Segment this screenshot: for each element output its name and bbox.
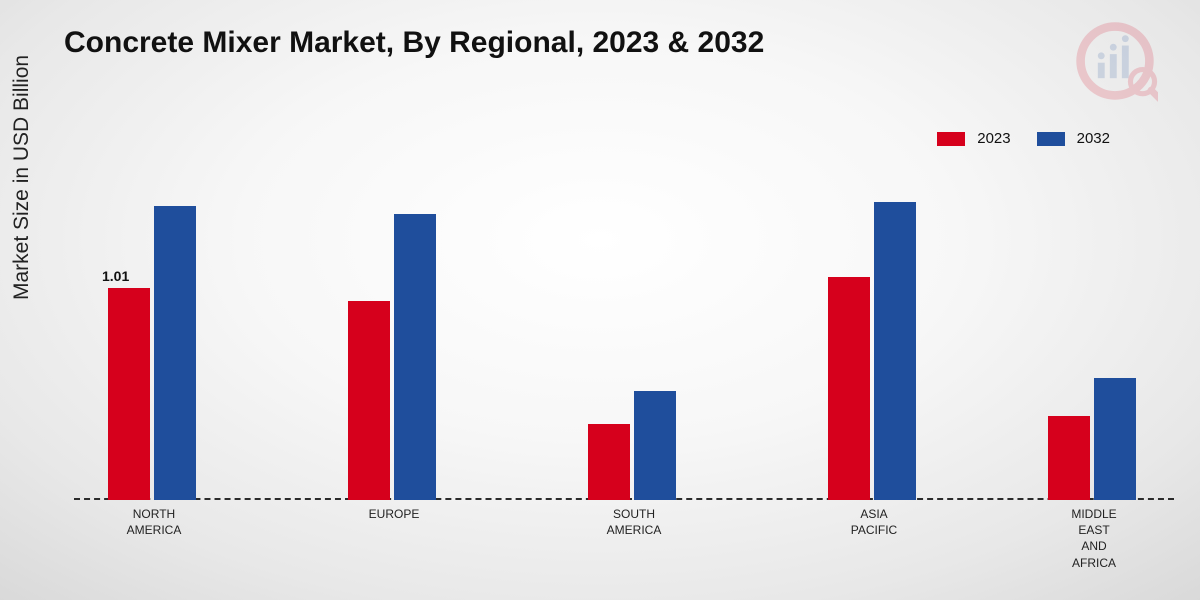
bar-2023 (348, 301, 390, 501)
x-axis-category-label: MIDDLE EAST AND AFRICA (1014, 506, 1174, 571)
bar-2032 (154, 206, 196, 500)
x-axis-category-label: EUROPE (314, 506, 474, 522)
x-axis-category-label: NORTH AMERICA (74, 506, 234, 538)
x-axis-category-label: SOUTH AMERICA (554, 506, 714, 538)
x-axis-category-label: ASIA PACIFIC (794, 506, 954, 538)
y-axis-label: Market Size in USD Billion (10, 55, 34, 300)
chart-title: Concrete Mixer Market, By Regional, 2023… (64, 26, 764, 60)
plot-area: 1.01 (74, 80, 1174, 500)
bar-2023 (588, 424, 630, 500)
bar-2023 (1048, 416, 1090, 500)
bar-2032 (874, 202, 916, 500)
bar-2023 (108, 288, 150, 500)
bar-2023 (828, 277, 870, 500)
bar-2032 (394, 214, 436, 500)
bar-2032 (1094, 378, 1136, 500)
bar-value-label: 1.01 (102, 268, 129, 284)
x-axis-labels: NORTH AMERICA EUROPE SOUTH AMERICA ASIA PAC… (74, 506, 1174, 586)
bar-2032 (634, 391, 676, 500)
